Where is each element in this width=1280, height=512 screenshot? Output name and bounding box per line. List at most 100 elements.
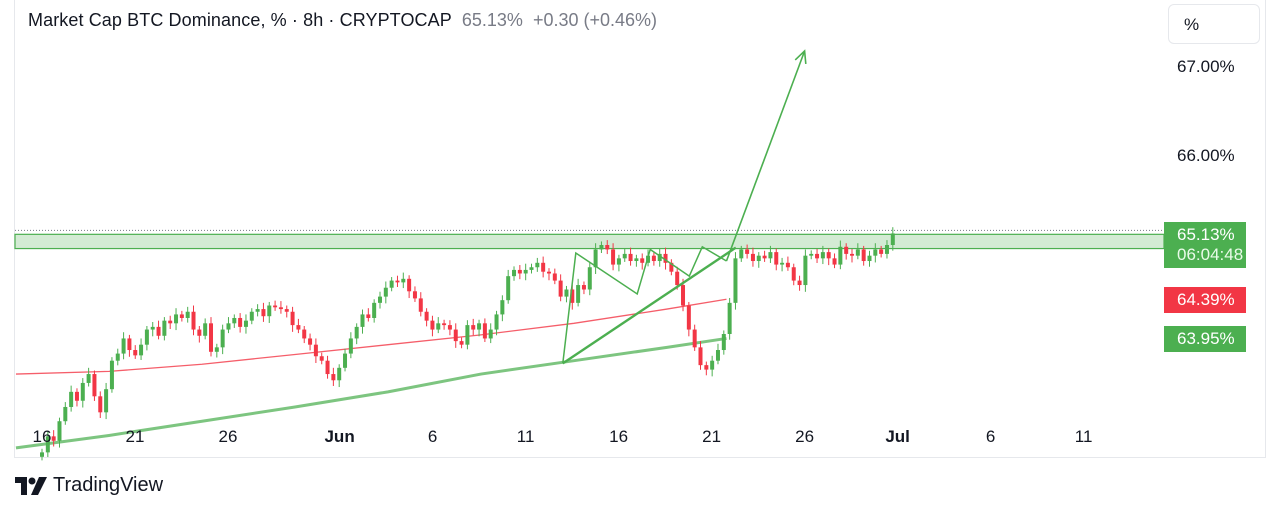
candle-body: [144, 329, 149, 345]
resistance-zone: [14, 233, 1165, 250]
candle-body: [191, 311, 196, 330]
candle-body: [552, 273, 557, 281]
candle-body: [273, 305, 278, 308]
candle-body: [622, 253, 627, 259]
candle-body: [803, 255, 808, 286]
candle-body: [867, 255, 872, 262]
candle-body: [558, 280, 563, 297]
candle-body: [197, 329, 202, 336]
unit-toggle-button[interactable]: %: [1168, 4, 1260, 44]
candle-body: [296, 325, 301, 330]
candle-body: [780, 262, 785, 265]
zigzag-drawing: [562, 245, 727, 364]
x-tick-label: 21: [702, 427, 722, 446]
candle-body: [587, 267, 592, 290]
candle-body: [750, 253, 755, 262]
ma-red-value: 64.39%: [1177, 290, 1235, 309]
candle-body: [104, 389, 109, 413]
candle-body: [698, 347, 703, 366]
candle-body: [506, 276, 511, 301]
candle-body: [238, 317, 243, 327]
candle-body: [174, 314, 179, 324]
candle-body: [832, 258, 837, 265]
ma-green-badge: 63.95%: [1164, 326, 1246, 352]
candle-body: [325, 360, 330, 375]
x-tick-label: 26: [218, 427, 238, 446]
candle-body: [523, 269, 528, 274]
candle-body: [45, 436, 50, 453]
candle-body: [820, 252, 825, 259]
candle-body: [109, 360, 114, 390]
candle-body: [517, 269, 522, 274]
candle-body: [150, 326, 155, 330]
candle-body: [715, 350, 720, 361]
candle-body: [57, 421, 62, 441]
candle-body: [360, 314, 365, 327]
candle-body: [727, 302, 732, 334]
candle-body: [63, 406, 68, 422]
candle-body: [418, 298, 423, 312]
candle-body: [686, 305, 691, 330]
candle-body: [86, 374, 91, 383]
candle-body: [739, 249, 744, 259]
candle-body: [611, 249, 616, 265]
candle-body: [453, 329, 458, 342]
candle-body: [710, 360, 715, 370]
candle-body: [436, 323, 441, 330]
candle-body: [570, 289, 575, 303]
candle-body: [337, 367, 342, 381]
candle-body: [675, 271, 680, 286]
candle-body: [407, 278, 412, 292]
header-price: 65.13%: [461, 10, 523, 30]
candle-body: [651, 255, 656, 262]
candle-body: [721, 334, 726, 351]
trendline: [562, 246, 737, 365]
candle-body: [855, 249, 860, 256]
candle-body: [442, 323, 447, 326]
candle-body: [692, 329, 697, 348]
x-tick-label: 16: [609, 427, 629, 446]
tradingview-brand[interactable]: TradingView: [15, 474, 163, 497]
candle-body: [488, 329, 493, 339]
candle-body: [669, 262, 674, 272]
candle-body: [681, 285, 686, 306]
candle-body: [826, 252, 831, 259]
candle-body: [214, 347, 219, 352]
candle-body: [290, 311, 295, 326]
x-tick-label: 6: [985, 427, 996, 446]
candle-body: [127, 338, 132, 351]
candle-body: [383, 287, 388, 297]
target-arrow: [725, 50, 806, 262]
x-tick-label: 11: [516, 427, 535, 446]
candle-body: [156, 326, 161, 336]
candle-body: [785, 262, 790, 268]
candle-body: [139, 344, 144, 356]
candle-body: [797, 280, 802, 286]
x-tick-label: 21: [125, 427, 145, 446]
candle-body: [203, 323, 208, 336]
candle-body: [546, 271, 551, 274]
candle-body: [850, 253, 855, 256]
candle-body: [179, 314, 184, 318]
candle-body: [605, 245, 610, 250]
candle-body: [302, 329, 307, 339]
candle-body: [616, 258, 621, 265]
chart-header: Market Cap BTC Dominance, % · 8h · CRYPT…: [28, 10, 657, 31]
candle-body: [226, 323, 231, 330]
candle-body: [319, 356, 324, 361]
candle-body: [278, 307, 283, 310]
candle-body: [634, 258, 639, 262]
candle-body: [815, 253, 820, 259]
x-tick-label: 6: [427, 427, 438, 446]
candle-body: [447, 325, 452, 330]
candle-body: [412, 291, 417, 299]
candle-body: [774, 252, 779, 265]
candle-body: [762, 255, 767, 259]
candle-body: [512, 269, 517, 277]
candle-body: [313, 344, 318, 357]
candle-body: [663, 253, 668, 263]
candle-body: [459, 341, 464, 345]
symbol-title[interactable]: Market Cap BTC Dominance, % · 8h · CRYPT…: [28, 10, 452, 30]
ma-red-badge: 64.39%: [1164, 287, 1246, 313]
